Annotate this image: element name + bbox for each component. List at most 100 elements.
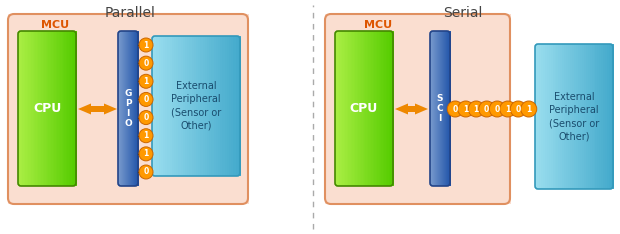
Circle shape xyxy=(139,74,153,88)
Text: MCU: MCU xyxy=(41,20,69,30)
Bar xyxy=(438,31,439,186)
Bar xyxy=(385,14,390,204)
Bar xyxy=(122,31,123,186)
Bar xyxy=(73,31,75,186)
Bar xyxy=(20,14,27,204)
Text: S
C
I: S C I xyxy=(436,94,443,123)
Bar xyxy=(444,31,445,186)
Bar xyxy=(212,14,218,204)
Bar xyxy=(238,36,241,176)
Bar xyxy=(167,36,170,176)
Bar xyxy=(62,14,68,204)
Polygon shape xyxy=(78,103,91,114)
Bar xyxy=(330,14,335,204)
Text: 1: 1 xyxy=(143,77,149,86)
Bar xyxy=(60,31,62,186)
Bar xyxy=(120,31,122,186)
Bar xyxy=(362,14,367,204)
Bar xyxy=(118,31,119,186)
Bar xyxy=(59,31,61,186)
Bar xyxy=(25,31,27,186)
Text: 1: 1 xyxy=(143,40,149,50)
Bar xyxy=(440,31,441,186)
Bar xyxy=(450,31,451,186)
Bar xyxy=(192,36,194,176)
Bar xyxy=(389,31,391,186)
Bar xyxy=(51,31,53,186)
Bar xyxy=(161,36,164,176)
Bar xyxy=(365,31,368,186)
Bar xyxy=(50,14,56,204)
Circle shape xyxy=(139,38,153,52)
Bar xyxy=(348,14,353,204)
Bar xyxy=(443,31,444,186)
Bar xyxy=(454,14,459,204)
Bar xyxy=(130,31,131,186)
Bar xyxy=(537,44,539,189)
Bar xyxy=(38,31,40,186)
Bar xyxy=(394,14,399,204)
Bar xyxy=(120,31,121,186)
Bar xyxy=(325,14,330,204)
Bar xyxy=(388,31,389,186)
Circle shape xyxy=(139,92,153,106)
Bar xyxy=(200,14,206,204)
Bar xyxy=(21,31,23,186)
Bar xyxy=(404,14,409,204)
Bar xyxy=(390,31,392,186)
Circle shape xyxy=(139,165,153,179)
Bar xyxy=(352,31,355,186)
Bar xyxy=(30,31,32,186)
Bar xyxy=(436,31,438,186)
Text: 0: 0 xyxy=(143,168,149,176)
Bar xyxy=(492,14,497,204)
Bar xyxy=(14,14,20,204)
Bar xyxy=(431,31,432,186)
Bar xyxy=(590,44,592,189)
Bar xyxy=(368,31,370,186)
Bar xyxy=(542,44,545,189)
Bar xyxy=(123,31,124,186)
Text: 0: 0 xyxy=(143,59,149,68)
Bar xyxy=(343,31,346,186)
Bar xyxy=(390,14,395,204)
Bar xyxy=(430,31,431,186)
Bar xyxy=(56,14,63,204)
Bar xyxy=(131,31,133,186)
Bar xyxy=(200,36,203,176)
Bar xyxy=(441,14,446,204)
Bar xyxy=(582,44,584,189)
Bar xyxy=(357,14,363,204)
Bar xyxy=(19,31,22,186)
Bar xyxy=(118,31,120,186)
Polygon shape xyxy=(395,103,408,114)
Text: 1: 1 xyxy=(463,105,468,113)
Bar xyxy=(86,14,92,204)
Bar xyxy=(547,44,549,189)
Bar xyxy=(207,36,210,176)
Bar xyxy=(27,31,29,186)
Bar xyxy=(432,14,436,204)
Bar xyxy=(552,44,555,189)
Bar xyxy=(135,31,136,186)
Bar xyxy=(422,14,427,204)
Bar xyxy=(128,31,130,186)
Bar xyxy=(337,31,339,186)
Bar xyxy=(63,31,65,186)
Bar xyxy=(496,14,501,204)
Bar xyxy=(591,44,594,189)
Bar xyxy=(578,44,580,189)
Bar xyxy=(448,31,450,186)
Bar xyxy=(572,44,575,189)
Bar xyxy=(505,14,510,204)
Bar xyxy=(194,36,197,176)
Bar xyxy=(50,31,52,186)
Text: 0: 0 xyxy=(143,113,149,122)
Bar xyxy=(132,31,133,186)
Bar xyxy=(218,36,221,176)
Polygon shape xyxy=(104,103,117,114)
Bar xyxy=(127,31,128,186)
Bar xyxy=(72,31,74,186)
Bar xyxy=(170,36,172,176)
Bar xyxy=(38,14,45,204)
